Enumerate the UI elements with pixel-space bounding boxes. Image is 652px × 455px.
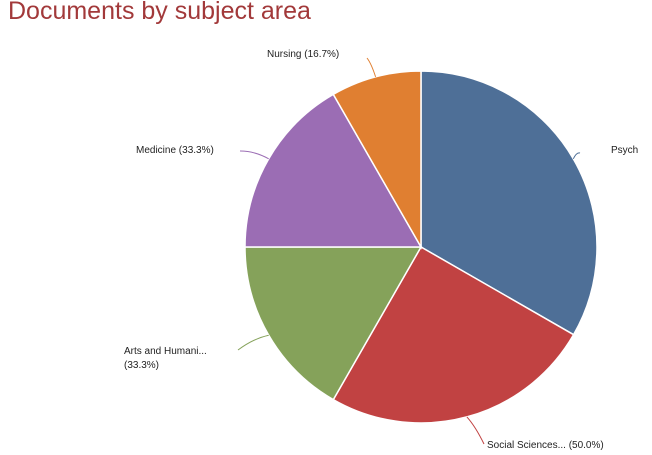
slice-label: Arts and Humani...	[124, 346, 207, 357]
slice-leader-line	[572, 152, 581, 160]
slice-label-line2: (33.3%)	[124, 360, 159, 371]
pie-slice[interactable]	[244, 246, 423, 401]
slice-leader-line	[466, 416, 485, 445]
pie-slice[interactable]	[420, 70, 598, 336]
chart-title: Documents by subject area	[8, 0, 311, 25]
slice-leader-line	[237, 334, 269, 351]
slice-leader-line	[366, 57, 377, 78]
slice-label: Psych	[611, 145, 638, 156]
slice-label: Nursing (16.7%)	[267, 49, 339, 60]
pie-slice[interactable]	[244, 93, 423, 248]
slice-label: Medicine (33.3%)	[136, 145, 214, 156]
slice-leader-line	[239, 150, 269, 160]
pie-slice[interactable]	[332, 70, 422, 250]
slice-label: Social Sciences... (50.0%)	[487, 440, 604, 451]
